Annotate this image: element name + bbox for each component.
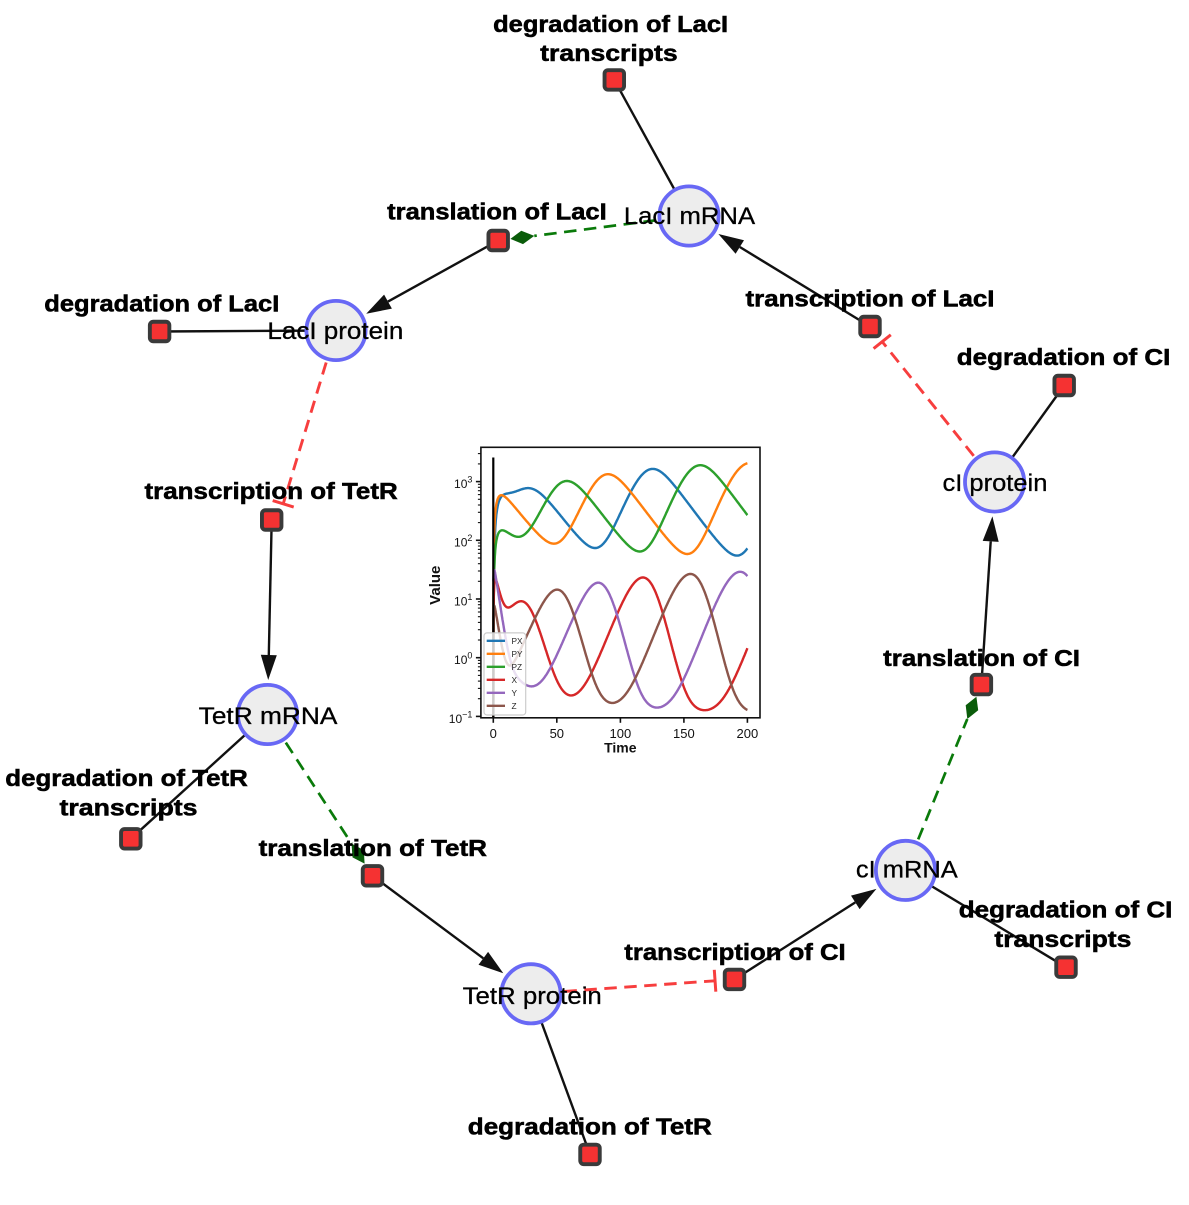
svg-text:transcripts: transcripts (540, 40, 678, 66)
svg-text:X: X (512, 675, 518, 685)
svg-text:translation of LacI: translation of LacI (387, 198, 607, 224)
svg-text:transcription of LacI: transcription of LacI (746, 286, 995, 312)
svg-text:translation of TetR: translation of TetR (259, 835, 487, 861)
svg-text:200: 200 (737, 726, 759, 741)
svg-text:Z: Z (512, 701, 517, 711)
svg-text:degradation of CI: degradation of CI (957, 344, 1171, 370)
svg-text:transcripts: transcripts (994, 926, 1131, 952)
svg-text:LacI protein: LacI protein (267, 318, 403, 345)
svg-text:Time: Time (604, 739, 637, 755)
svg-text:PY: PY (512, 649, 524, 659)
svg-text:cI protein: cI protein (943, 470, 1048, 497)
svg-text:PX: PX (512, 636, 524, 646)
svg-text:TetR mRNA: TetR mRNA (199, 703, 338, 730)
svg-text:degradation of LacI: degradation of LacI (493, 11, 728, 37)
svg-text:transcription of TetR: transcription of TetR (145, 478, 398, 504)
svg-text:0: 0 (490, 726, 497, 741)
svg-text:degradation of TetR: degradation of TetR (468, 1114, 712, 1140)
svg-text:degradation of LacI: degradation of LacI (44, 291, 279, 317)
svg-text:transcription of CI: transcription of CI (624, 939, 845, 965)
svg-text:translation of CI: translation of CI (883, 645, 1080, 671)
svg-text:Value: Value (427, 566, 444, 605)
svg-text:100: 100 (610, 726, 632, 741)
svg-text:degradation of CI: degradation of CI (959, 896, 1173, 922)
svg-text:TetR protein: TetR protein (463, 983, 602, 1010)
svg-text:cI mRNA: cI mRNA (856, 857, 958, 884)
svg-text:PZ: PZ (512, 662, 523, 672)
svg-text:LacI mRNA: LacI mRNA (624, 203, 755, 230)
svg-text:degradation of TetR: degradation of TetR (5, 765, 248, 791)
svg-text:Y: Y (512, 688, 518, 698)
svg-text:transcripts: transcripts (60, 795, 198, 821)
svg-text:150: 150 (673, 726, 695, 741)
svg-text:50: 50 (550, 726, 564, 741)
